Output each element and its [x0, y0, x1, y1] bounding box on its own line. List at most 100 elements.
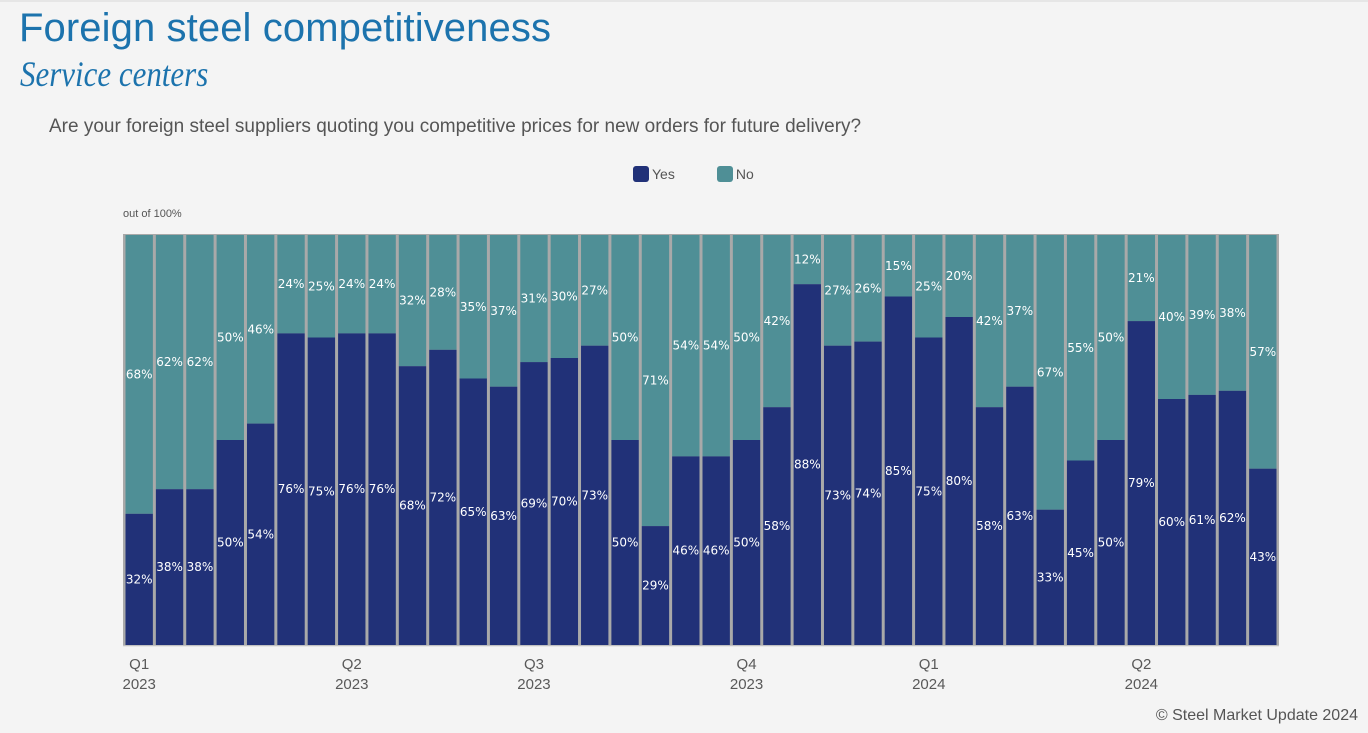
- data-label-yes: 76%: [338, 482, 365, 496]
- data-label-no: 71%: [642, 374, 669, 388]
- data-label-no: 24%: [278, 277, 305, 291]
- bar-no-segment: [246, 235, 275, 424]
- data-label-no: 27%: [581, 283, 608, 297]
- bar-no-segment: [1097, 235, 1125, 440]
- bar-yes-segment: [975, 407, 1004, 645]
- bar-no-segment: [793, 235, 821, 285]
- legend-item-no[interactable]: No: [716, 166, 754, 182]
- data-label-yes: 43%: [1249, 550, 1276, 564]
- bar-no-segment: [216, 235, 244, 440]
- bar-no-segment: [368, 235, 396, 334]
- bar-no-segment: [1188, 235, 1216, 395]
- bar-yes-segment: [125, 513, 153, 645]
- data-label-yes: 63%: [490, 509, 517, 523]
- data-label-yes: 75%: [308, 484, 335, 498]
- bar-yes-segment: [489, 386, 518, 645]
- data-label-no: 50%: [1098, 331, 1125, 345]
- x-tick-label-year: 2024: [912, 676, 945, 693]
- bar-no-segment: [884, 235, 913, 297]
- data-label-no: 37%: [490, 304, 517, 318]
- data-label-no: 50%: [733, 331, 760, 345]
- data-label-no: 31%: [521, 292, 548, 306]
- bar-yes-segment: [641, 526, 670, 645]
- data-label-no: 46%: [247, 322, 274, 336]
- bar-yes-segment: [702, 456, 730, 645]
- legend-item-yes[interactable]: Yes: [633, 166, 675, 182]
- data-label-yes: 80%: [946, 474, 973, 488]
- data-label-no: 38%: [1219, 306, 1246, 320]
- data-label-no: 37%: [1007, 304, 1034, 318]
- data-label-yes: 63%: [1007, 509, 1034, 523]
- x-tick-label-year: 2023: [730, 676, 763, 693]
- data-label-yes: 50%: [217, 536, 244, 550]
- bar-yes-segment: [1218, 390, 1247, 645]
- bar-no-segment: [338, 235, 366, 334]
- bar-no-segment: [611, 235, 639, 440]
- bar-no-segment: [823, 235, 852, 346]
- bar-yes-segment: [1158, 399, 1186, 645]
- data-label-no: 25%: [308, 279, 335, 293]
- bar-yes-segment: [823, 345, 852, 645]
- data-label-no: 35%: [460, 300, 487, 314]
- data-label-no: 57%: [1249, 345, 1276, 359]
- data-label-yes: 76%: [369, 482, 396, 496]
- data-label-no: 15%: [885, 259, 912, 273]
- bar-no-segment: [520, 235, 548, 363]
- bar-yes-segment: [307, 337, 336, 645]
- data-label-yes: 29%: [642, 579, 669, 593]
- legend: Yes No: [633, 166, 796, 182]
- data-label-no: 24%: [369, 277, 396, 291]
- bar-yes-segment: [1036, 509, 1064, 645]
- data-label-yes: 85%: [885, 464, 912, 478]
- x-tick-label-year: 2023: [517, 676, 550, 693]
- data-label-yes: 58%: [764, 519, 791, 533]
- bar-yes-segment: [581, 345, 609, 645]
- data-label-yes: 68%: [399, 499, 426, 513]
- bar-yes-segment: [520, 362, 548, 645]
- data-label-no: 20%: [946, 269, 973, 283]
- bar-yes-segment: [915, 337, 943, 645]
- data-label-yes: 45%: [1067, 546, 1094, 560]
- bar-yes-segment: [246, 423, 275, 645]
- x-tick-label-quarter: Q1: [129, 656, 149, 673]
- data-label-yes: 74%: [855, 486, 882, 500]
- bar-yes-segment: [732, 440, 761, 645]
- data-label-no: 68%: [126, 367, 153, 381]
- top-border: [0, 0, 1368, 2]
- bar-yes-segment: [550, 358, 579, 645]
- data-label-yes: 50%: [612, 536, 639, 550]
- bar-yes-segment: [459, 378, 487, 645]
- data-label-yes: 72%: [430, 490, 457, 504]
- data-label-no: 62%: [187, 355, 214, 369]
- bar-no-segment: [1218, 235, 1247, 391]
- data-label-no: 62%: [156, 355, 183, 369]
- data-label-no: 42%: [976, 314, 1003, 328]
- bar-yes-segment: [338, 333, 366, 645]
- data-label-yes: 38%: [156, 560, 183, 574]
- bar-yes-segment: [1249, 468, 1277, 645]
- data-label-no: 50%: [612, 331, 639, 345]
- x-tick-label-quarter: Q3: [524, 656, 544, 673]
- legend-label-no: No: [735, 166, 754, 182]
- bar-yes-segment: [1006, 386, 1034, 645]
- bar-yes-segment: [763, 407, 791, 645]
- data-label-no: 54%: [703, 339, 730, 353]
- bar-no-segment: [277, 235, 305, 334]
- data-label-yes: 62%: [1219, 511, 1246, 525]
- data-label-no: 28%: [430, 285, 457, 299]
- bar-no-segment: [702, 235, 730, 457]
- data-label-no: 54%: [672, 339, 699, 353]
- x-tick-label-quarter: Q2: [1131, 656, 1151, 673]
- bar-no-segment: [763, 235, 791, 408]
- bar-no-segment: [429, 235, 457, 350]
- bar-yes-segment: [1127, 321, 1156, 645]
- x-tick-label-year: 2023: [122, 676, 155, 693]
- data-label-no: 25%: [915, 279, 942, 293]
- bar-yes-segment: [1188, 394, 1216, 645]
- data-label-yes: 69%: [521, 497, 548, 511]
- data-label-no: 32%: [399, 294, 426, 308]
- bar-yes-segment: [793, 284, 821, 645]
- bar-yes-segment: [945, 317, 973, 645]
- data-label-yes: 73%: [581, 488, 608, 502]
- bar-no-segment: [732, 235, 761, 440]
